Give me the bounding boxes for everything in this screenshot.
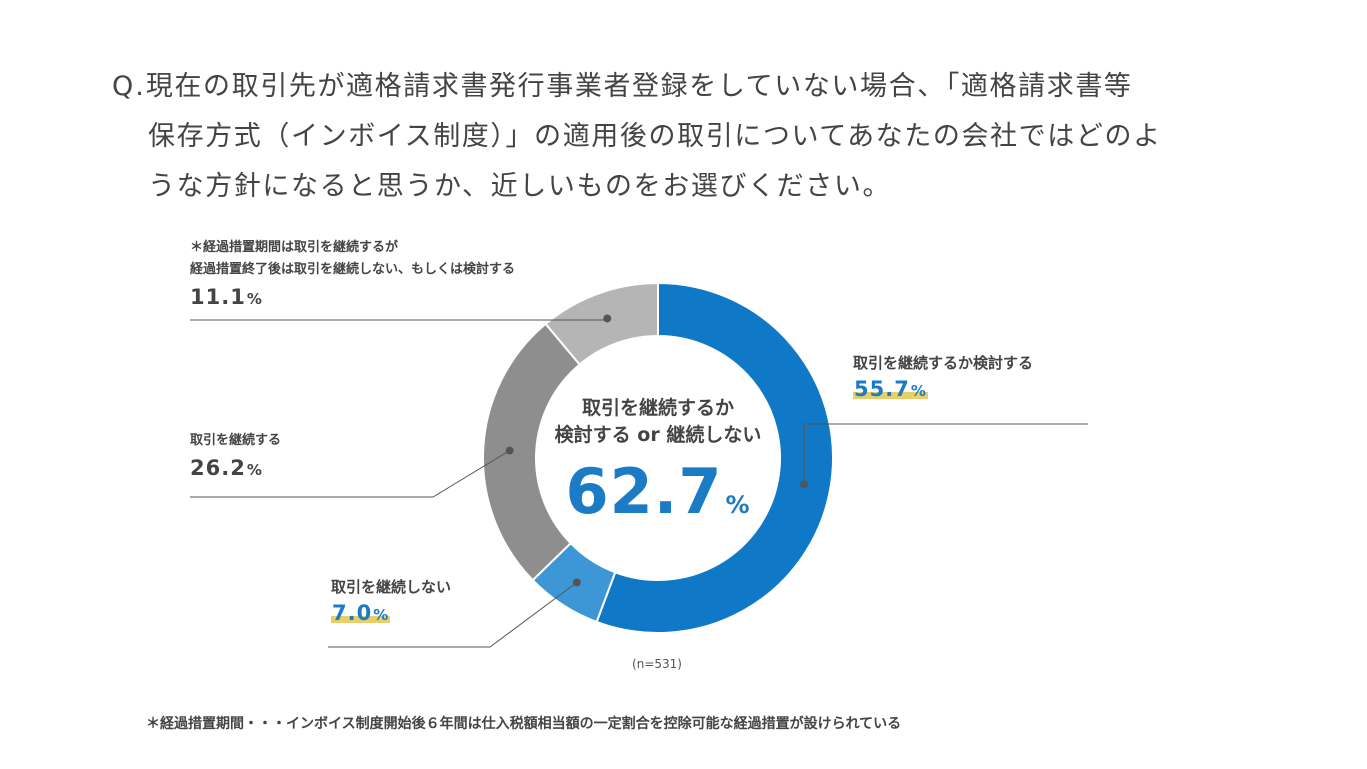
leader-consider-dot: [800, 480, 809, 489]
leader-continue: [190, 450, 510, 498]
question-line-1: Q.現在の取引先が適格請求書発行事業者登録をしていない場合、「適格請求書等: [112, 62, 1312, 112]
slice-value-discontinue-unit: %: [373, 606, 390, 624]
center-value-number: 62.7: [565, 455, 723, 528]
slice-value-consider: 55.7%: [853, 377, 1033, 401]
leader-continue-dot: [505, 446, 514, 455]
slice-value-discontinue-number: 7.0: [332, 601, 373, 625]
slice-value-continue: 26.2%: [190, 456, 281, 480]
slice-continue: [482, 322, 582, 582]
leader-transition-dot: [603, 314, 612, 323]
slice-label-continue: 取引を継続する 26.2%: [190, 430, 281, 480]
slice-label-transition-line-2: 経過措置終了後は取引を継続しない、もしくは検討する: [190, 262, 516, 277]
center-line-1: 取引を継続するか: [581, 397, 734, 419]
slice-transition: [544, 281, 659, 366]
slice-label-discontinue: 取引を継続しない 7.0%: [331, 576, 451, 625]
footnote: ＊経過措置期間・・・インボイス制度開始後６年間は仕入税額相当額の一定割合を控除可…: [146, 716, 902, 732]
slice-value-transition-unit: %: [246, 290, 263, 308]
slice-value-transition-number: 11.1: [190, 285, 246, 309]
center-line-2: 検討する or 継続しない: [554, 424, 762, 446]
center-value-unit: %: [725, 491, 751, 519]
slice-label-discontinue-text: 取引を継続しない: [331, 578, 452, 596]
slice-value-discontinue-highlight: 7.0%: [331, 601, 391, 625]
leader-lines: [190, 314, 1088, 648]
slice-consider: [595, 281, 834, 634]
question-line-3: うな方針になると思うか、近しいものをお選びください。: [148, 171, 892, 202]
slice-value-discontinue: 7.0%: [331, 601, 451, 625]
slice-value-consider-number: 55.7: [854, 377, 910, 401]
sample-size: (n=531): [632, 657, 682, 671]
slice-label-consider-text: 取引を継続するか検討する: [853, 354, 1034, 372]
question-line-2: 保存方式（インボイス制度）」の適用後の取引についてあなたの会社ではどのよ: [148, 121, 1162, 152]
slice-value-continue-unit: %: [246, 461, 263, 479]
slice-label-transition-line-1: ＊経過措置期間は取引を継続するが: [190, 240, 399, 255]
leader-consider: [803, 423, 1088, 485]
center-value: 62.7%: [520, 455, 796, 528]
question-text: Q.現在の取引先が適格請求書発行事業者登録をしていない場合、「適格請求書等 保存…: [112, 62, 1312, 212]
donut-center: 取引を継続するか 検討する or 継続しない 62.7%: [520, 395, 796, 528]
question-prefix: Q.: [112, 71, 146, 102]
slice-value-transition: 11.1%: [190, 285, 515, 309]
slice-value-continue-number: 26.2: [190, 456, 246, 480]
leader-discontinue-dot: [572, 578, 581, 587]
question-line-1-text: 現在の取引先が適格請求書発行事業者登録をしていない場合、「適格請求書等: [145, 71, 1133, 102]
leader-transition: [190, 318, 608, 321]
slice-label-consider: 取引を継続するか検討する 55.7%: [853, 352, 1033, 401]
slice-value-consider-highlight: 55.7%: [853, 377, 928, 401]
slice-label-transition: ＊経過措置期間は取引を継続するが 経過措置終了後は取引を継続しない、もしくは検討…: [190, 237, 515, 309]
slice-value-consider-unit: %: [910, 382, 927, 400]
slice-label-continue-text: 取引を継続する: [190, 433, 282, 448]
leader-discontinue: [328, 581, 578, 648]
